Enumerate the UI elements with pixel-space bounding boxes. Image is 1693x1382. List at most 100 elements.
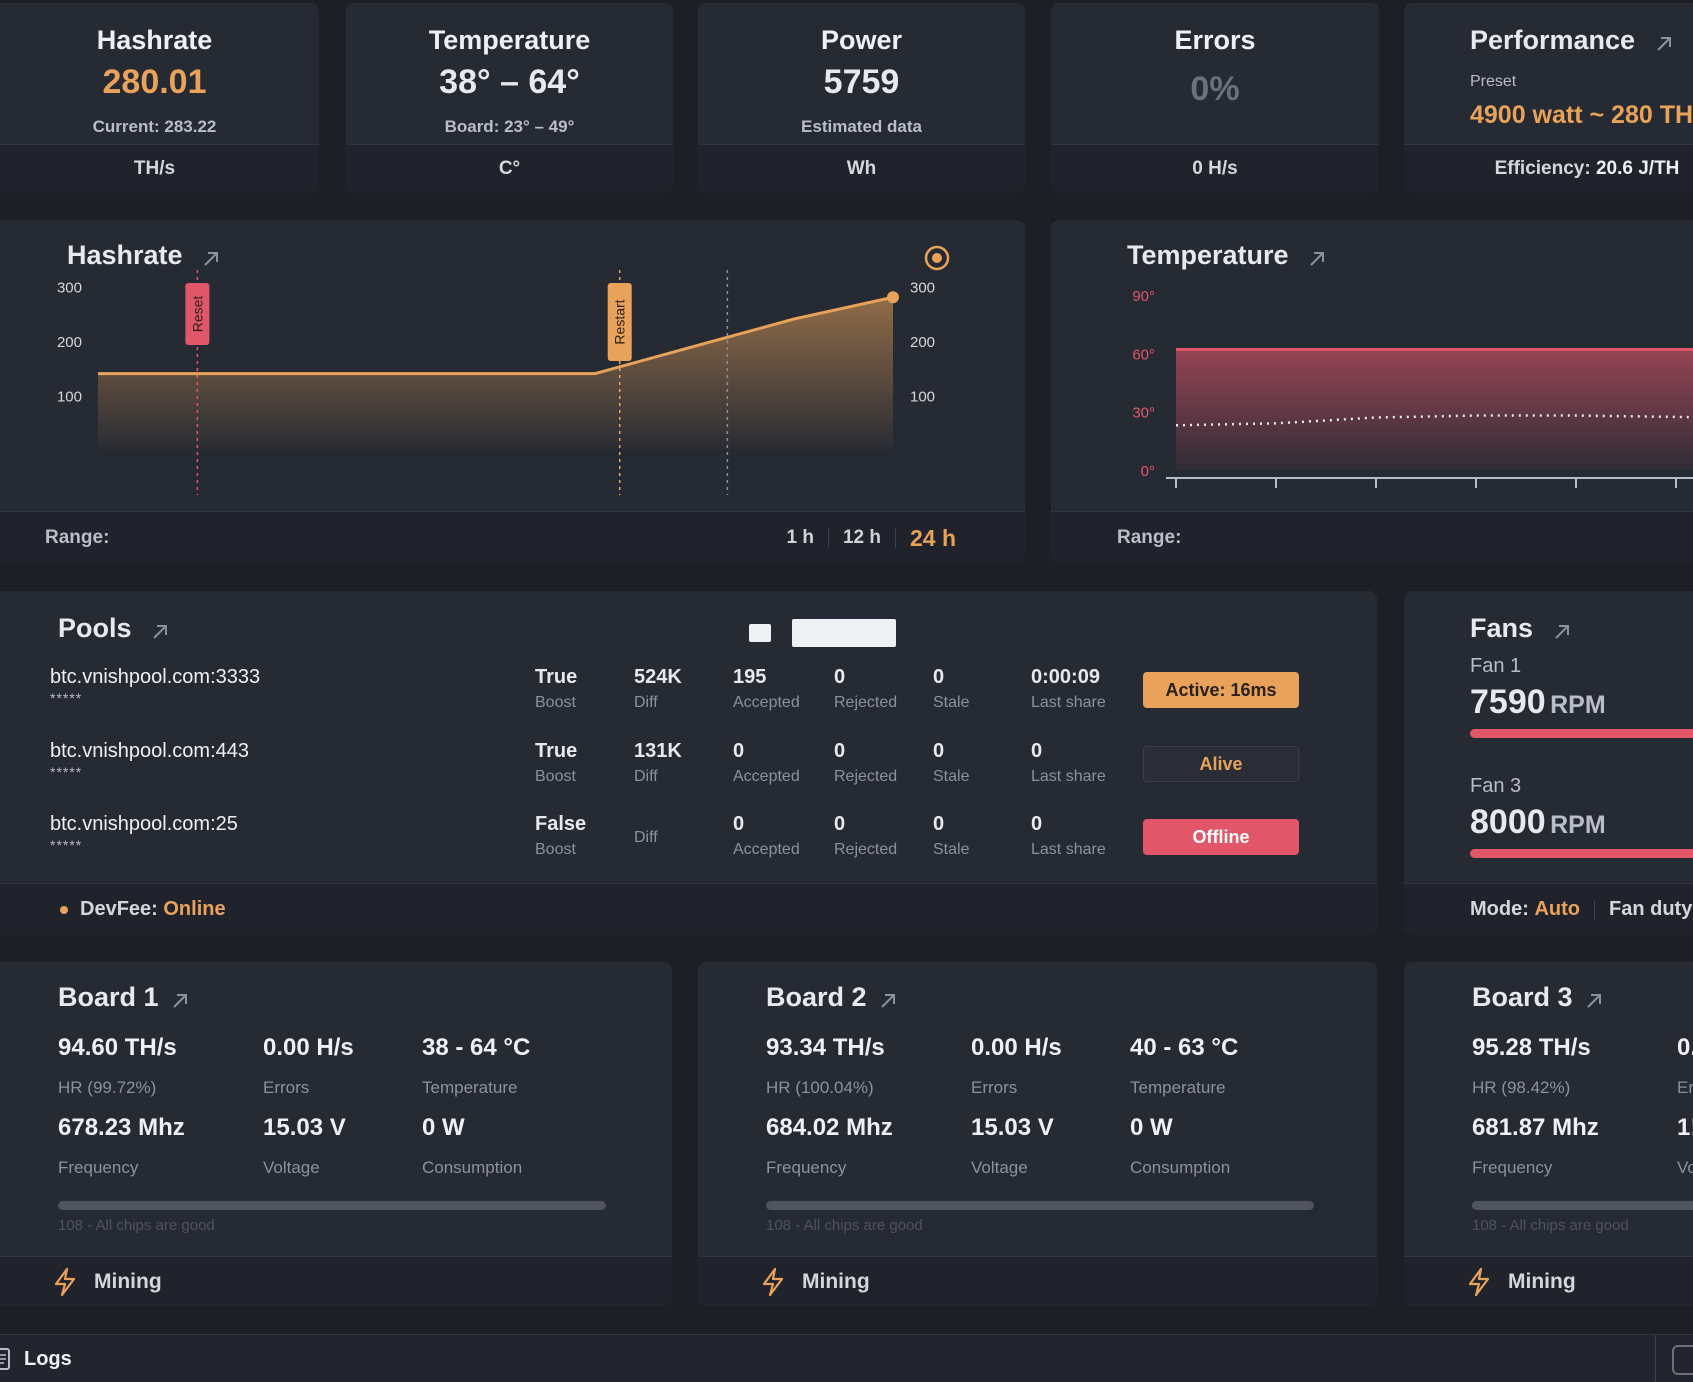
fan-label: Fan 1	[1470, 655, 1522, 677]
fan-rpm-value: 8000	[1470, 803, 1546, 841]
board-errors-label: Er	[1677, 1078, 1693, 1097]
board-frequency-label: Frequency	[58, 1158, 139, 1177]
fan-speed: 8000 RPM	[1470, 803, 1606, 842]
range-option-1h[interactable]: 1 h	[786, 527, 814, 548]
pool-boost-label: Boost	[535, 841, 576, 858]
pool-accepted: 0 Accepted	[733, 813, 800, 859]
board-errors-value: 0.	[1677, 1034, 1693, 1061]
divider	[1655, 1335, 1656, 1382]
range-options: 1 h 12 h 24 h	[772, 525, 970, 552]
pool-rejected: 0 Rejected	[834, 740, 897, 786]
pool-stale: 0 Stale	[933, 740, 969, 786]
board-errors-label: Errors	[263, 1078, 310, 1097]
pool-host: btc.vnishpool.com:443	[50, 740, 250, 762]
stat-card-performance[interactable]: Performance Preset 4900 watt ~ 280 TH Ef…	[1404, 3, 1693, 193]
pool-diff: 524K Diff	[634, 666, 682, 712]
hashrate-chart-title-row: Hashrate	[67, 240, 222, 271]
stat-value: 5759	[823, 63, 900, 101]
logs-button[interactable]: Logs	[24, 1348, 72, 1370]
external-link-icon[interactable]	[1583, 988, 1605, 1010]
fan-duty-label[interactable]: Fan duty	[1609, 898, 1693, 920]
pools-card: Pools btc.vnishpool.com:3333 ***** True Boo…	[0, 591, 1377, 935]
pool-rejected-label: Rejected	[834, 841, 898, 858]
board-temperature-value: 40 - 63 °C	[1130, 1034, 1239, 1061]
range-option-24h[interactable]: 24 h	[909, 524, 956, 551]
pool-stale-label: Stale	[933, 694, 970, 711]
board-frequency-label: Frequency	[1472, 1158, 1553, 1177]
external-link-icon[interactable]	[200, 246, 222, 268]
pool-accepted-label: Accepted	[733, 841, 800, 858]
stat-unit: 0 H/s	[1051, 144, 1379, 193]
pool-last-share: 0:00:09 Last share	[1031, 666, 1106, 712]
chip-health-bar	[1472, 1201, 1693, 1210]
pool-boost-value: True	[535, 740, 578, 762]
chip-status: 108 - All chips are good	[766, 1217, 923, 1234]
pool-credentials: *****	[50, 764, 83, 780]
external-link-icon[interactable]	[169, 988, 191, 1010]
temperature-area	[1176, 349, 1693, 470]
pool-host: btc.vnishpool.com:25	[50, 813, 238, 835]
board-title-row: Board 2	[766, 982, 899, 1013]
pool-row[interactable]: btc.vnishpool.com:25 ***** False Boost Diff 0…	[0, 813, 1377, 883]
lightning-icon	[1468, 1267, 1490, 1296]
board-consumption-value: 0 W	[1130, 1114, 1173, 1141]
pool-diff-value: 131K	[634, 740, 682, 762]
stat-sub: Board: 23° – 49°	[444, 117, 575, 136]
pool-diff-label: Diff	[634, 768, 658, 785]
pool-stale: 0 Stale	[933, 666, 969, 712]
board-title: Board 1	[58, 982, 159, 1012]
board-errors-label: Errors	[971, 1078, 1018, 1097]
mode-value[interactable]: Auto	[1534, 898, 1580, 920]
external-link-icon[interactable]	[1551, 619, 1573, 641]
board-hashrate-value: 94.60 TH/s	[58, 1034, 177, 1061]
pool-status-badge[interactable]: Alive	[1143, 746, 1299, 782]
pool-diff-value: 524K	[634, 666, 682, 688]
efficiency-row: Efficiency: 20.6 J/TH	[1404, 144, 1693, 193]
pool-credentials: *****	[50, 690, 83, 706]
chip-health-bar	[766, 1201, 1314, 1210]
efficiency-value: 20.6 J/TH	[1595, 158, 1680, 179]
pool-last-share-value: 0:00:09	[1031, 666, 1100, 688]
fan-mode-row: Mode: Auto Fan duty	[1404, 883, 1693, 935]
pool-boost: True Boost	[535, 740, 577, 786]
pool-status-badge[interactable]: Active: 16ms	[1143, 672, 1299, 708]
fans-card: Fans Fan 1 7590 RPM Fan 3 8000 RPM Mode:…	[1404, 591, 1693, 935]
stat-card-power: Power 5759 Estimated data Wh	[698, 3, 1025, 193]
target-icon[interactable]	[923, 244, 951, 272]
external-link-icon[interactable]	[149, 619, 171, 641]
event-marker-tag	[185, 283, 210, 345]
pool-last-share-value: 0	[1031, 813, 1043, 835]
y-tick-label: 300	[57, 279, 82, 296]
temp-chart-title-row: Temperature	[1127, 240, 1328, 271]
range-option-12h[interactable]: 12 h	[842, 527, 881, 548]
pool-row[interactable]: btc.vnishpool.com:443 ***** True Boost 131K D…	[0, 740, 1377, 810]
performance-title: Performance	[1470, 25, 1636, 55]
board-consumption-label: Consumption	[422, 1158, 523, 1177]
pool-stale: 0 Stale	[933, 813, 969, 859]
divider	[827, 528, 829, 548]
pool-stale-value: 0	[933, 740, 945, 762]
stat-value: 38° – 64°	[439, 63, 580, 101]
external-link-icon[interactable]	[1653, 31, 1675, 53]
logs-icon[interactable]	[0, 1348, 10, 1370]
stat-title: Errors	[1174, 25, 1256, 55]
board-status-row: Mining	[698, 1256, 1377, 1306]
pool-status-badge[interactable]: Offline	[1143, 819, 1299, 855]
devfee-row: DevFee: Online	[0, 883, 1377, 935]
expand-button[interactable]	[1672, 1345, 1693, 1375]
pool-rejected-value: 0	[834, 666, 846, 688]
pool-accepted-value: 0	[733, 740, 745, 762]
board-frequency-value: 684.02 Mhz	[766, 1114, 893, 1141]
pool-row[interactable]: btc.vnishpool.com:3333 ***** True Boost 524K…	[0, 666, 1377, 736]
external-link-icon[interactable]	[1306, 246, 1328, 268]
y-tick-label: 60°	[1132, 346, 1155, 363]
board-hashrate-label: HR (98.42%)	[1472, 1078, 1571, 1097]
status-dot	[60, 905, 68, 914]
board-status: Mining	[94, 1269, 162, 1293]
pool-rejected: 0 Rejected	[834, 666, 897, 712]
pool-boost-label: Boost	[535, 694, 576, 711]
event-marker-label: Restart	[612, 299, 628, 344]
external-link-icon[interactable]	[877, 988, 899, 1010]
board-hashrate-label: HR (100.04%)	[766, 1078, 874, 1097]
hashrate-series-line	[98, 295, 894, 376]
